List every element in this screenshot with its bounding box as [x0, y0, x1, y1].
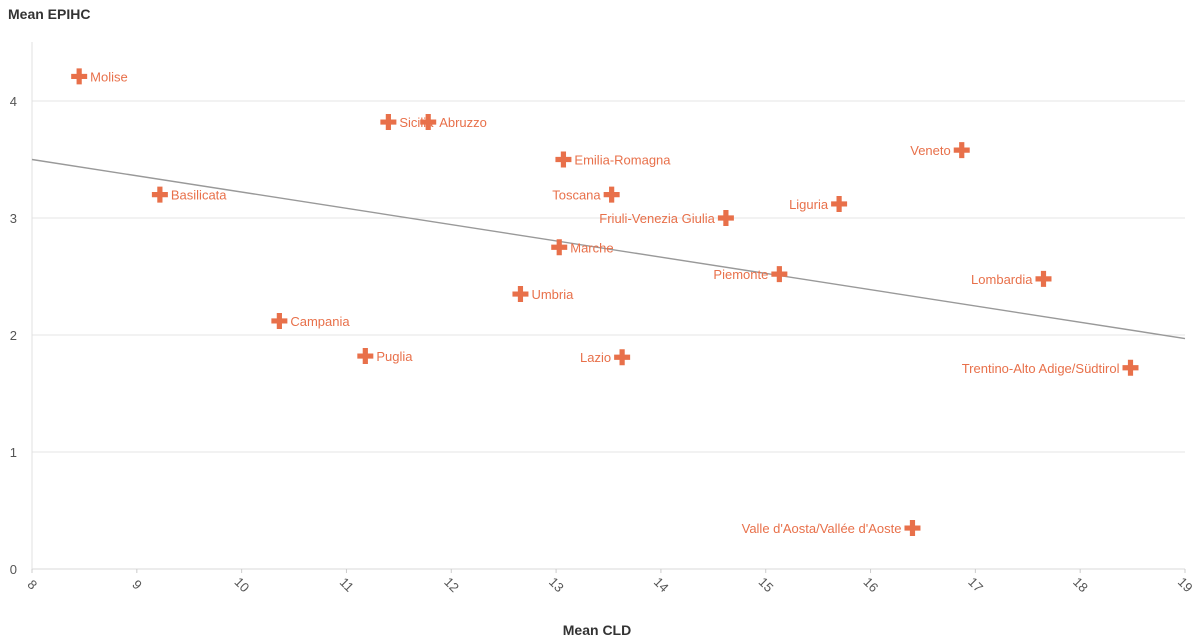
point-label: Emilia-Romagna [574, 153, 671, 168]
data-point: Basilicata [151, 186, 227, 203]
data-point: Liguria [789, 195, 848, 212]
data-point: Molise [71, 68, 128, 85]
point-label: Toscana [552, 188, 601, 203]
cross-marker [357, 348, 374, 365]
x-tick-label: 13 [546, 574, 567, 595]
cross-marker [953, 142, 970, 159]
cross-marker [717, 210, 734, 226]
data-point: Toscana [552, 186, 620, 203]
y-axis-title: Mean EPIHC [8, 6, 91, 22]
point-label: Valle d'Aosta/Vallée d'Aoste [742, 521, 902, 536]
x-tick-label: 15 [756, 574, 777, 595]
x-tick-label: 19 [1175, 574, 1194, 595]
cross-marker [614, 349, 631, 366]
gridlines [32, 100, 1185, 570]
trendline-layer [31, 158, 1186, 340]
y-tick-label: 0 [10, 562, 17, 577]
point-label: Campania [290, 314, 350, 329]
y-tick-label: 3 [10, 211, 17, 226]
data-point: Sicilia [380, 114, 434, 131]
data-point: Puglia [357, 348, 413, 365]
y-tick-label: 4 [10, 94, 17, 109]
x-tick-label: 16 [860, 574, 881, 595]
point-label: Friuli-Venezia Giulia [599, 211, 715, 226]
x-tick-label: 8 [24, 577, 40, 593]
cross-marker [904, 520, 921, 537]
cross-marker [555, 151, 572, 168]
point-label: Marche [570, 240, 613, 255]
cross-marker [271, 312, 288, 329]
data-point: Valle d'Aosta/Vallée d'Aoste [742, 520, 921, 537]
cross-marker [380, 114, 397, 131]
x-tick-label: 9 [129, 577, 145, 593]
cross-marker [151, 186, 168, 203]
point-label: Molise [90, 69, 128, 84]
data-point: Emilia-Romagna [555, 151, 671, 168]
x-axis-title: Mean CLD [562, 622, 632, 638]
point-label: Piemonte [713, 267, 768, 282]
point-label: Trentino-Alto Adige/Südtirol [962, 361, 1120, 376]
point-label: Lazio [580, 350, 611, 365]
point-label: Sicilia [399, 115, 434, 130]
cross-marker [512, 286, 529, 303]
data-point: Trentino-Alto Adige/Südtirol [962, 359, 1139, 376]
trendline [31, 158, 1186, 340]
cross-marker [551, 239, 568, 256]
point-label: Puglia [376, 349, 413, 364]
data-point: Friuli-Venezia Giulia [599, 210, 734, 226]
data-point: Campania [271, 312, 350, 329]
cross-marker [771, 266, 788, 283]
cross-marker [603, 186, 620, 203]
data-point: Umbria [512, 286, 574, 303]
x-tick-label: 18 [1070, 574, 1091, 595]
x-tick-label: 14 [651, 574, 672, 595]
point-label: Lombardia [971, 272, 1033, 287]
data-point: Piemonte [713, 266, 788, 283]
data-point: Veneto [910, 142, 970, 158]
y-tick-label: 2 [10, 328, 17, 343]
point-label: Umbria [531, 287, 574, 302]
cross-marker [71, 68, 88, 85]
point-label: Abruzzo [439, 115, 487, 130]
data-point: Lombardia [971, 270, 1052, 287]
cross-marker [420, 114, 437, 131]
x-tick-label: 12 [441, 574, 462, 595]
point-label: Liguria [789, 197, 829, 212]
data-point: Marche [551, 239, 614, 256]
data-point: Lazio [580, 349, 631, 366]
y-tick-label: 1 [10, 445, 17, 460]
data-points: Molise Sicilia Abruzzo Emilia-Romagna Veneto… [71, 68, 1139, 537]
x-tick-label: 11 [337, 575, 357, 595]
point-label: Veneto [910, 143, 951, 158]
data-point: Abruzzo [420, 114, 487, 131]
cross-marker [1035, 270, 1052, 287]
x-tick-label: 17 [965, 574, 986, 595]
cross-marker [831, 195, 848, 212]
point-label: Basilicata [171, 188, 227, 203]
x-tick-label: 10 [232, 574, 253, 595]
cross-marker [1122, 359, 1139, 376]
